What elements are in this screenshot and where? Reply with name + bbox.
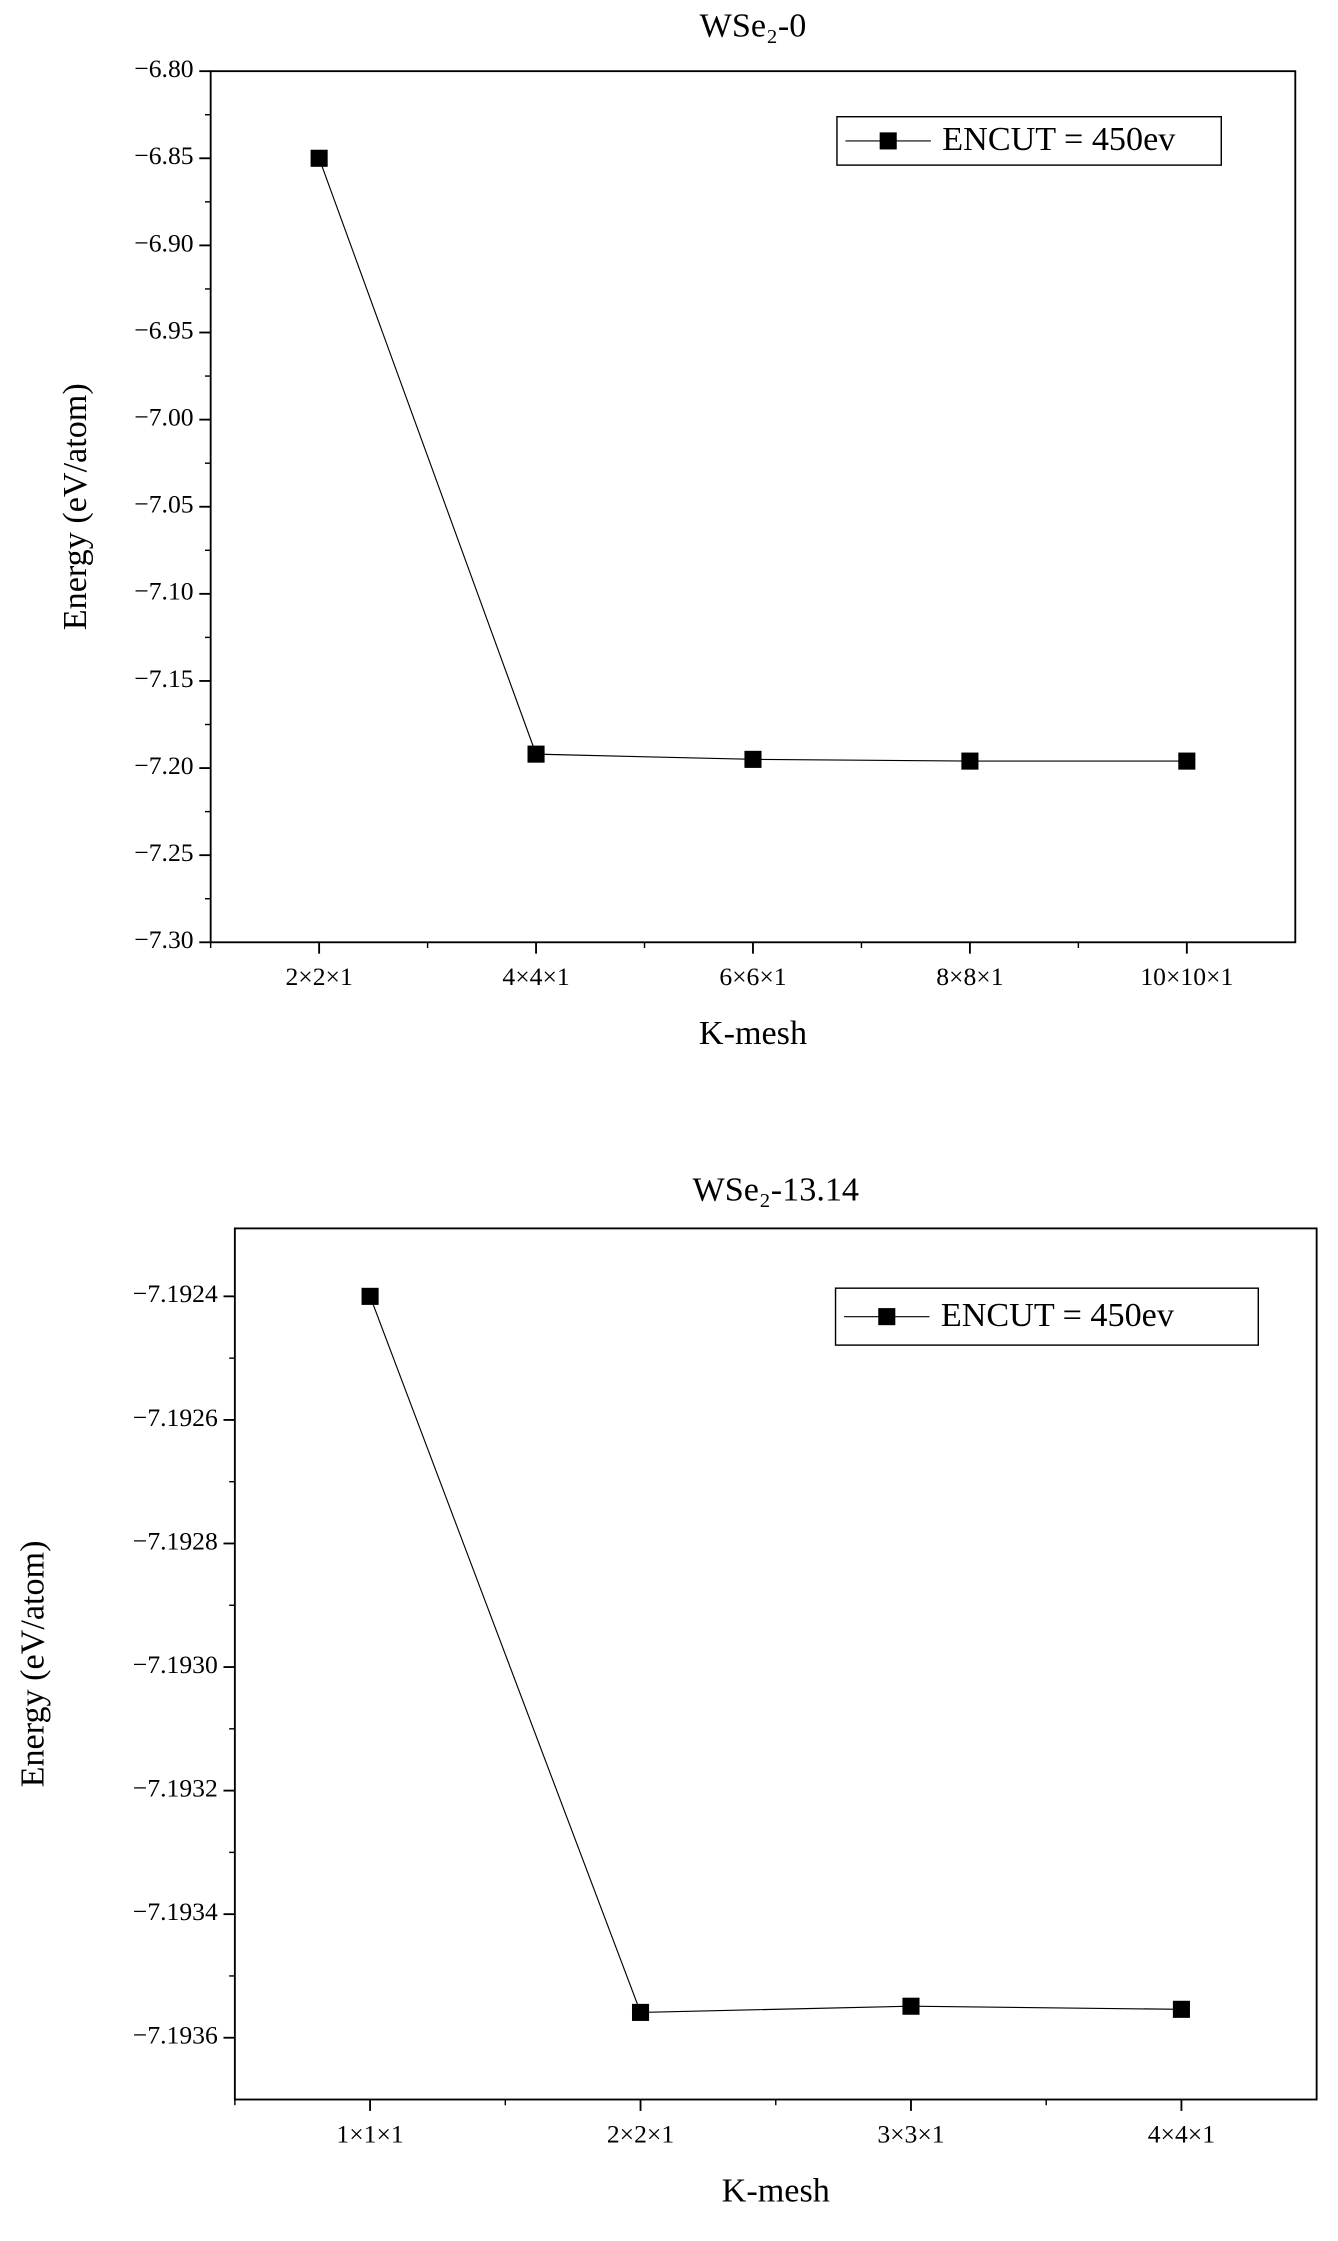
marker: [527, 745, 545, 763]
plot-frame: [209, 70, 1297, 944]
chart-title: WSe₂-0: [700, 7, 807, 44]
marker: [744, 750, 762, 768]
y-tick-label: −6.80: [134, 54, 193, 83]
y-tick-label: −6.95: [134, 315, 193, 344]
marker: [902, 1997, 920, 2015]
y-tick-label: −7.05: [134, 490, 193, 519]
marker: [961, 752, 979, 770]
x-tick-label: 6×6×1: [719, 962, 786, 991]
y-tick-label: −7.1936: [133, 2021, 218, 2050]
legend-marker: [878, 1308, 896, 1326]
legend-label: ENCUT = 450ev: [941, 1297, 1175, 1334]
legend-label: ENCUT = 450ev: [942, 121, 1176, 158]
x-tick-label: 3×3×1: [877, 2119, 944, 2148]
marker: [1172, 2000, 1190, 2018]
y-axis-label: Energy (eV/atom): [14, 1540, 51, 1787]
series-line: [369, 1296, 1182, 2013]
marker: [1178, 752, 1196, 770]
chart-title: WSe₂-13.14: [692, 1172, 859, 1209]
y-tick-label: −7.30: [134, 925, 193, 954]
x-tick-label: 2×2×1: [607, 2119, 674, 2148]
x-tick-label: 1×1×1: [336, 2119, 403, 2148]
y-tick-label: −7.1928: [133, 1526, 218, 1555]
y-tick-label: −7.1930: [133, 1650, 218, 1679]
y-tick-label: −6.85: [134, 141, 193, 170]
x-tick-label: 10×10×1: [1140, 962, 1233, 991]
y-tick-label: −7.1924: [133, 1279, 218, 1308]
x-tick-label: 4×4×1: [502, 962, 569, 991]
y-tick-label: −7.25: [134, 838, 193, 867]
x-axis-label: K-mesh: [699, 1015, 807, 1052]
y-tick-label: −7.00: [134, 402, 193, 431]
y-tick-label: −7.15: [134, 664, 193, 693]
marker: [631, 2003, 650, 2021]
y-tick-label: −7.1934: [133, 1897, 218, 1926]
y-tick-label: −7.1926: [133, 1403, 218, 1432]
marker: [361, 1287, 379, 1305]
x-tick-label: 8×8×1: [936, 962, 1003, 991]
marker: [310, 149, 328, 167]
legend-marker: [879, 132, 897, 150]
y-tick-label: −7.1932: [133, 1773, 218, 1802]
series-line: [318, 158, 1187, 762]
y-tick-label: −6.90: [134, 228, 193, 257]
x-tick-label: 2×2×1: [285, 962, 352, 991]
y-tick-label: −7.20: [134, 751, 193, 780]
x-axis-label: K-mesh: [722, 2172, 830, 2209]
y-axis-label: Energy (eV/atom): [57, 383, 94, 630]
plot-frame: [233, 1227, 1318, 2101]
x-tick-label: 4×4×1: [1148, 2119, 1215, 2148]
y-tick-label: −7.10: [134, 577, 193, 606]
